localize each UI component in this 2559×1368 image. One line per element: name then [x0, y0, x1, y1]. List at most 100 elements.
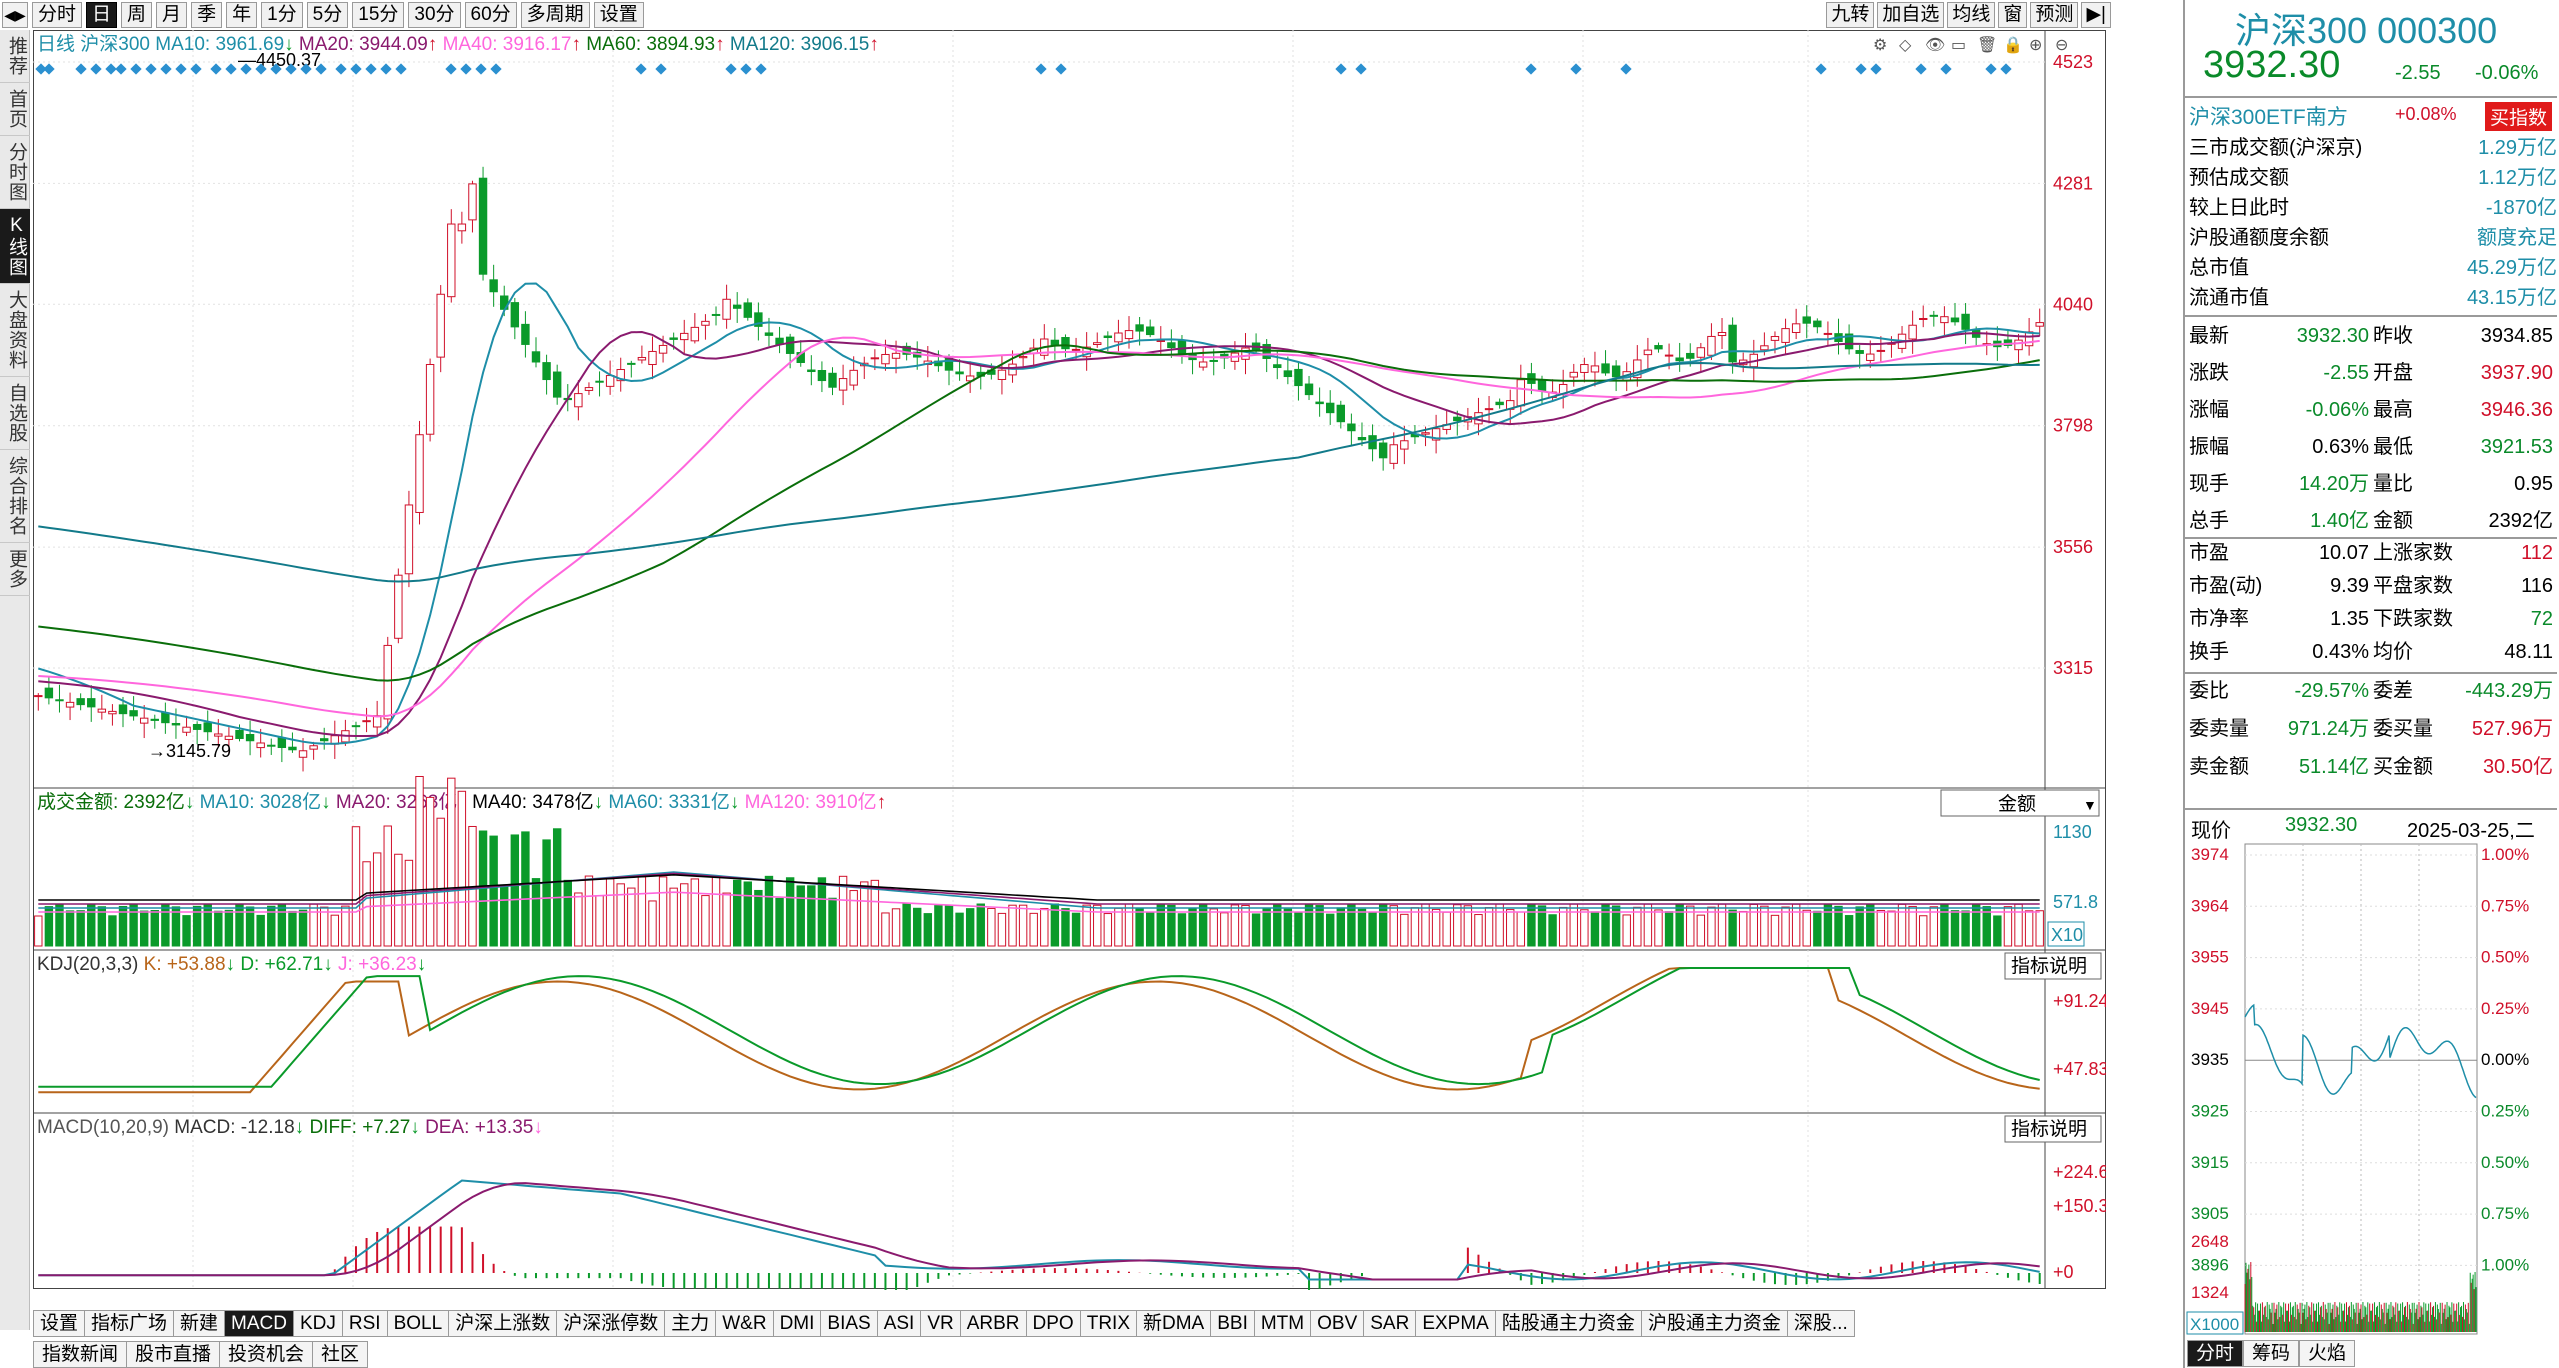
indicator-tab[interactable]: 新DMA	[1137, 1309, 1212, 1337]
period-tab[interactable]: 多周期	[520, 2, 590, 28]
volume-bar	[1018, 904, 1028, 947]
volume-bar	[182, 915, 191, 947]
period-tab[interactable]: 年	[226, 2, 258, 28]
indicator-tab[interactable]: BOLL	[387, 1309, 450, 1337]
info-value: 43.15万亿	[2466, 287, 2557, 309]
indicator-tab[interactable]: 深股...	[1787, 1309, 1855, 1337]
candle-body	[1696, 347, 1706, 358]
candle-body	[997, 369, 1007, 380]
toolbar-right-button[interactable]: 加自选	[1877, 2, 1945, 28]
period-tab[interactable]: 月	[156, 2, 188, 28]
signal-diamond	[1055, 63, 1067, 75]
sidebar-item[interactable]: 推荐	[0, 30, 30, 83]
mini-left-axis: 3925	[2191, 1102, 2229, 1121]
candle-body	[1686, 352, 1695, 359]
indicator-tab[interactable]: 新建	[174, 1309, 226, 1337]
bottom-tab[interactable]: 指数新闻	[33, 1340, 128, 1368]
chart-svg[interactable]: 4523 4281 4040 3798 3556 3315 —4450.37 →3145.79…	[33, 30, 2109, 1312]
toolbar-right-button[interactable]: 预测	[2030, 2, 2079, 28]
period-tab[interactable]: 15分	[352, 2, 405, 28]
period-tab[interactable]: 60分	[464, 2, 517, 28]
indicator-tab[interactable]: 设置	[33, 1309, 86, 1337]
indicator-tab[interactable]: EXPMA	[1416, 1309, 1496, 1337]
indicator-tab[interactable]: MACD	[225, 1309, 294, 1337]
period-tab[interactable]: 季	[191, 2, 223, 28]
bottom-tab[interactable]: 股市直播	[127, 1340, 221, 1368]
volume-ma-line	[38, 873, 2040, 901]
sidebar-item[interactable]: 自选股	[0, 377, 30, 450]
volume-bar	[1760, 905, 1769, 947]
candle-body	[1389, 444, 1398, 464]
indicator-tab[interactable]: OBV	[1311, 1309, 1365, 1337]
bottom-tab[interactable]: 社区	[313, 1340, 369, 1368]
quote-panel: 沪深300 000300 3932.30 -2.55 -0.06% 沪深300ETF南方…	[2183, 0, 2559, 1368]
candle-body	[309, 745, 318, 750]
candle-body	[404, 504, 414, 575]
indicator-tab[interactable]: 陆股通主力资金	[1495, 1309, 1642, 1337]
mini-tab[interactable]: 分时	[2187, 1340, 2244, 1367]
indicator-tab[interactable]: VR	[921, 1309, 961, 1337]
sidebar-item[interactable]: 大盘资料	[0, 284, 30, 377]
period-tab[interactable]: 周	[121, 2, 153, 28]
indicator-tab[interactable]: SAR	[1364, 1309, 1417, 1337]
indicator-tab[interactable]: RSI	[342, 1309, 388, 1337]
toolbar-right-button[interactable]: 九转	[1826, 2, 1875, 28]
volume-bar	[1474, 914, 1483, 947]
candle-body	[192, 723, 202, 730]
volume-bar	[150, 910, 159, 947]
sidebar-item[interactable]: 综合排名	[0, 450, 30, 543]
etf-pct: +0.08%	[2395, 104, 2457, 124]
indicator-tab[interactable]: MTM	[1254, 1309, 1312, 1337]
indicator-tab[interactable]: 沪深上涨数	[449, 1309, 558, 1337]
sidebar-item[interactable]: K线图	[0, 209, 30, 284]
indicator-tab[interactable]: DPO	[1026, 1309, 1081, 1337]
prev-arrow-icon[interactable]: ◀▶	[2, 2, 28, 28]
expand-icon[interactable]: ▶|	[2081, 2, 2111, 28]
candle-body	[76, 698, 85, 706]
indicator-tab[interactable]: KDJ	[294, 1309, 343, 1337]
indicator-tab[interactable]: W&R	[716, 1309, 774, 1337]
period-tab[interactable]: 分时	[32, 2, 83, 28]
ma-line	[38, 330, 2040, 737]
toolbar-right-button[interactable]: 窗	[1998, 2, 2028, 28]
buy-index-button[interactable]: 买指数	[2485, 102, 2553, 131]
volume-bar	[521, 831, 530, 947]
price-axis-label: 3556	[2053, 537, 2093, 557]
indicator-tab[interactable]: BIAS	[821, 1309, 878, 1337]
candle-body	[648, 350, 657, 366]
indicator-tab[interactable]: TRIX	[1080, 1309, 1137, 1337]
indicator-tab[interactable]: 沪股通主力资金	[1641, 1309, 1788, 1337]
sidebar-item[interactable]: 更多	[0, 543, 30, 596]
toolbar-right-button[interactable]: 均线	[1947, 2, 1996, 28]
etf-link[interactable]: 沪深300ETF南方	[2189, 106, 2348, 129]
candle-body	[902, 345, 911, 355]
chart-area[interactable]: 4523 4281 4040 3798 3556 3315 —4450.37 →3145.79…	[33, 30, 2109, 1312]
indicator-tab[interactable]: BBI	[1211, 1309, 1255, 1337]
indicator-tab[interactable]: ARBR	[960, 1309, 1027, 1337]
mini-left-axis: 3945	[2191, 999, 2229, 1018]
indicator-tab[interactable]: 主力	[665, 1309, 717, 1337]
mini-date: 2025-03-25,二	[2407, 820, 2535, 842]
indicator-tab[interactable]: DMI	[773, 1309, 822, 1337]
candles	[34, 166, 2044, 772]
mini-right-axis: 0.25%	[2481, 1102, 2529, 1121]
indicator-tab[interactable]: 沪深涨停数	[557, 1309, 666, 1337]
mini-tab[interactable]: 火焰	[2299, 1340, 2356, 1367]
candle-body	[584, 387, 594, 391]
indicator-tab[interactable]: 指标广场	[85, 1309, 175, 1337]
info-row: 流通市值 43.15万亿	[2189, 282, 2557, 315]
signal-diamond	[655, 63, 667, 75]
intraday-chart[interactable]: 3974 3964 3955 3945 3935 3925 3915 3905 3896 1.00…	[2185, 842, 2557, 1342]
volume-bar	[1802, 909, 1811, 947]
indicator-tab[interactable]: ASI	[877, 1309, 922, 1337]
sidebar-item[interactable]: 首页	[0, 83, 30, 136]
volume-bar	[309, 903, 318, 947]
sidebar-item[interactable]: 分时图	[0, 136, 30, 209]
period-tab[interactable]: 1分	[261, 2, 303, 28]
bottom-tab[interactable]: 投资机会	[220, 1340, 314, 1368]
period-tab[interactable]: 5分	[306, 2, 349, 28]
period-tab[interactable]: 设置	[593, 2, 644, 28]
period-tab[interactable]: 30分	[408, 2, 461, 28]
mini-tab[interactable]: 筹码	[2243, 1340, 2300, 1367]
period-tab[interactable]: 日	[86, 2, 118, 28]
